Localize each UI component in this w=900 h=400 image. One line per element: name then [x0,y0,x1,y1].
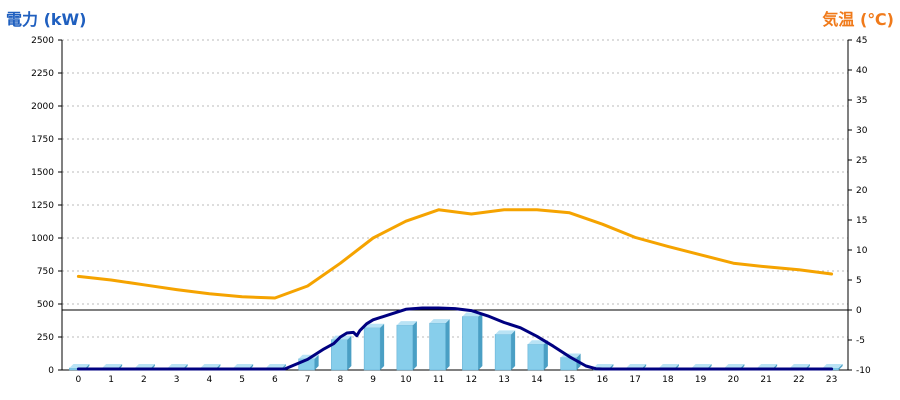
x-tick-label: 14 [531,375,543,385]
x-tick-label: 23 [826,375,837,385]
right-tick-label: 0 [856,306,862,316]
x-tick-label: 6 [272,375,278,385]
right-tick-label: 20 [856,186,868,196]
power-bar-side [445,319,450,370]
power-bar-front [494,334,512,371]
power-bar [363,323,385,371]
x-tick-label: 20 [728,375,740,385]
power-bar-side [511,330,516,370]
x-tick-label: 3 [174,375,180,385]
power-bar-top [200,364,221,368]
right-tick-label: 5 [856,276,862,286]
power-bar [396,321,417,371]
power-bar-top [167,364,188,368]
power-bar-side [314,354,319,370]
x-tick-label: 13 [498,375,509,385]
right-tick-label: 45 [856,36,867,46]
power-bar-top [134,364,155,368]
power-bar-top [691,364,712,368]
left-axis-title: 電力 (kW) [6,10,87,29]
power-bar-top [789,364,810,368]
left-tick-label: 1250 [31,201,54,211]
x-tick-label: 5 [239,375,245,385]
x-tick-label: 9 [370,375,376,385]
right-tick-label: -10 [856,366,871,376]
x-tick-label: 21 [760,375,771,385]
left-tick-label: 500 [37,300,54,310]
power-bar-top [495,330,516,335]
x-tick-label: 0 [76,375,82,385]
line-layer [76,208,834,371]
x-tick-label: 15 [564,375,575,385]
power-bar-top [822,364,843,368]
power-bar [429,319,450,371]
grid-layer [62,39,848,338]
power-bar-top [429,319,450,324]
left-tick-label: 1500 [31,168,54,178]
power-bar-top [102,364,123,368]
x-tick-label: 4 [207,375,213,385]
right-tick-label: 35 [856,96,867,106]
left-tick-label: 250 [37,333,54,343]
power-bar [462,312,483,371]
power-bar-side [347,335,352,370]
x-tick-label: 1 [108,375,114,385]
right-tick-label: 40 [856,66,868,76]
power-bar-top [233,364,254,368]
left-tick-label: 750 [37,267,54,277]
x-tick-label: 2 [141,375,147,385]
x-tick-label: 16 [597,375,609,385]
label-layer: 02505007501000125015001750200022502500-1… [31,36,871,385]
temperature-line [76,208,834,300]
left-tick-label: 2250 [31,69,54,79]
power-bar [331,335,352,371]
power-bar-side [838,364,843,370]
power-bar-side [478,312,483,370]
power-bar-top [757,364,778,368]
x-tick-label: 19 [695,375,707,385]
power-bar-top [396,321,417,326]
power-bar-side [543,340,548,370]
power-bar-top [364,323,385,328]
power-bar-front [396,324,414,371]
x-tick-label: 7 [305,375,311,385]
power-bar-top [69,364,90,368]
left-tick-label: 1000 [31,234,54,244]
right-tick-label: -5 [856,336,865,346]
power-bar-top [658,364,679,368]
power-bar-front [527,344,545,371]
power-bar-top [626,364,647,368]
power-bar [494,330,516,371]
power-bar [527,340,548,371]
x-tick-label: 11 [433,375,444,385]
right-tick-label: 15 [856,216,867,226]
power-bar-side [412,321,417,370]
right-axis-title: 気温 (℃) [822,10,894,29]
left-tick-label: 2000 [31,102,54,112]
x-tick-label: 17 [629,375,640,385]
x-tick-label: 22 [793,375,804,385]
power-bar-top [593,364,614,368]
x-tick-label: 10 [400,375,412,385]
power-bar-front [462,316,479,371]
x-tick-label: 8 [338,375,344,385]
right-tick-label: 25 [856,156,867,166]
power-bar-front [363,327,381,371]
power-bar-top [724,364,745,368]
power-bar-front [429,322,446,371]
left-tick-label: 1750 [31,135,54,145]
power-line [76,306,834,371]
bar-layer [69,312,843,371]
x-tick-label: 18 [662,375,674,385]
left-tick-label: 2500 [31,36,54,46]
right-tick-label: 30 [856,126,868,136]
left-tick-label: 0 [48,366,54,376]
power-bar-top [265,364,286,368]
x-tick-label: 12 [466,375,477,385]
power-bar-side [380,323,385,370]
right-tick-label: 10 [856,246,868,256]
